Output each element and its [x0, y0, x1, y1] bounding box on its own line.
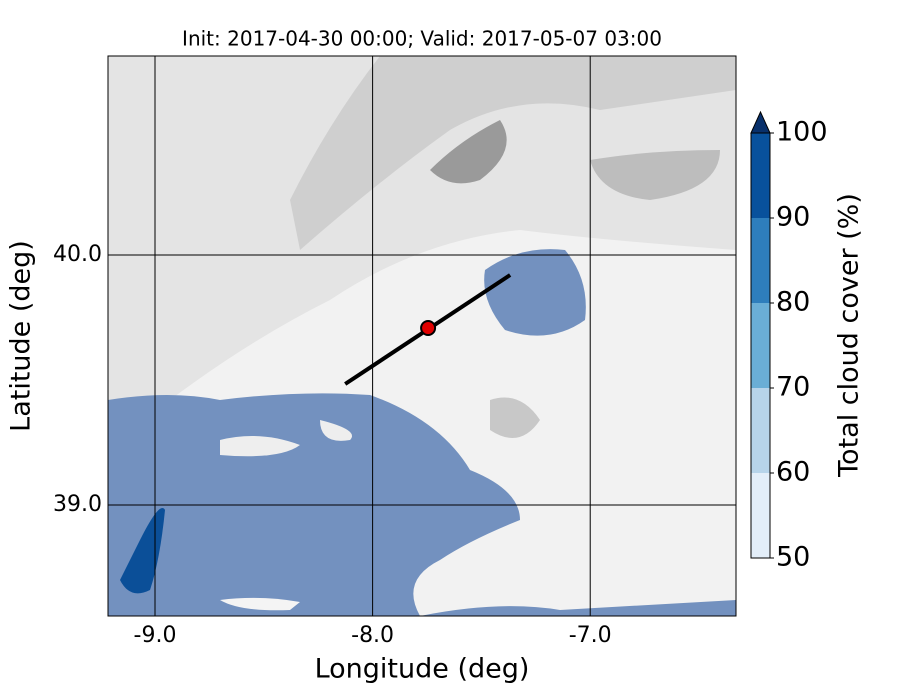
plot-frame — [107, 55, 737, 617]
colorbar-tick-label: 80 — [776, 287, 810, 318]
x-tick-label: -7.0 — [569, 623, 612, 648]
colorbar-tick-label: 70 — [776, 372, 810, 403]
colorbar-label: Total cloud cover (%) — [834, 193, 865, 478]
colorbar-swatch — [751, 388, 770, 473]
colorbar-swatch — [751, 303, 770, 388]
colorbar-extend — [750, 110, 771, 134]
y-tick-label: 39.0 — [53, 492, 102, 517]
x-axis-label: Longitude (deg) — [315, 654, 530, 685]
chart-title: Init: 2017-04-30 00:00; Valid: 2017-05-0… — [182, 27, 662, 51]
y-tick-label: 40.0 — [53, 242, 102, 267]
colorbar-swatch — [751, 218, 770, 303]
colorbar-tick-label: 100 — [776, 117, 828, 148]
colorbar-tick-label: 90 — [776, 202, 810, 233]
map-background — [108, 56, 736, 616]
colorbar-tick-label: 60 — [776, 457, 810, 488]
location-marker — [420, 320, 437, 336]
colorbar-tick-label: 50 — [776, 542, 810, 573]
colorbar-swatch — [751, 473, 770, 558]
colorbar-frame — [750, 132, 771, 559]
x-tick-label: -8.0 — [351, 623, 394, 648]
colorbar-swatch — [751, 133, 770, 218]
x-tick-label: -9.0 — [134, 623, 177, 648]
y-axis-label: Latitude (deg) — [6, 240, 37, 432]
